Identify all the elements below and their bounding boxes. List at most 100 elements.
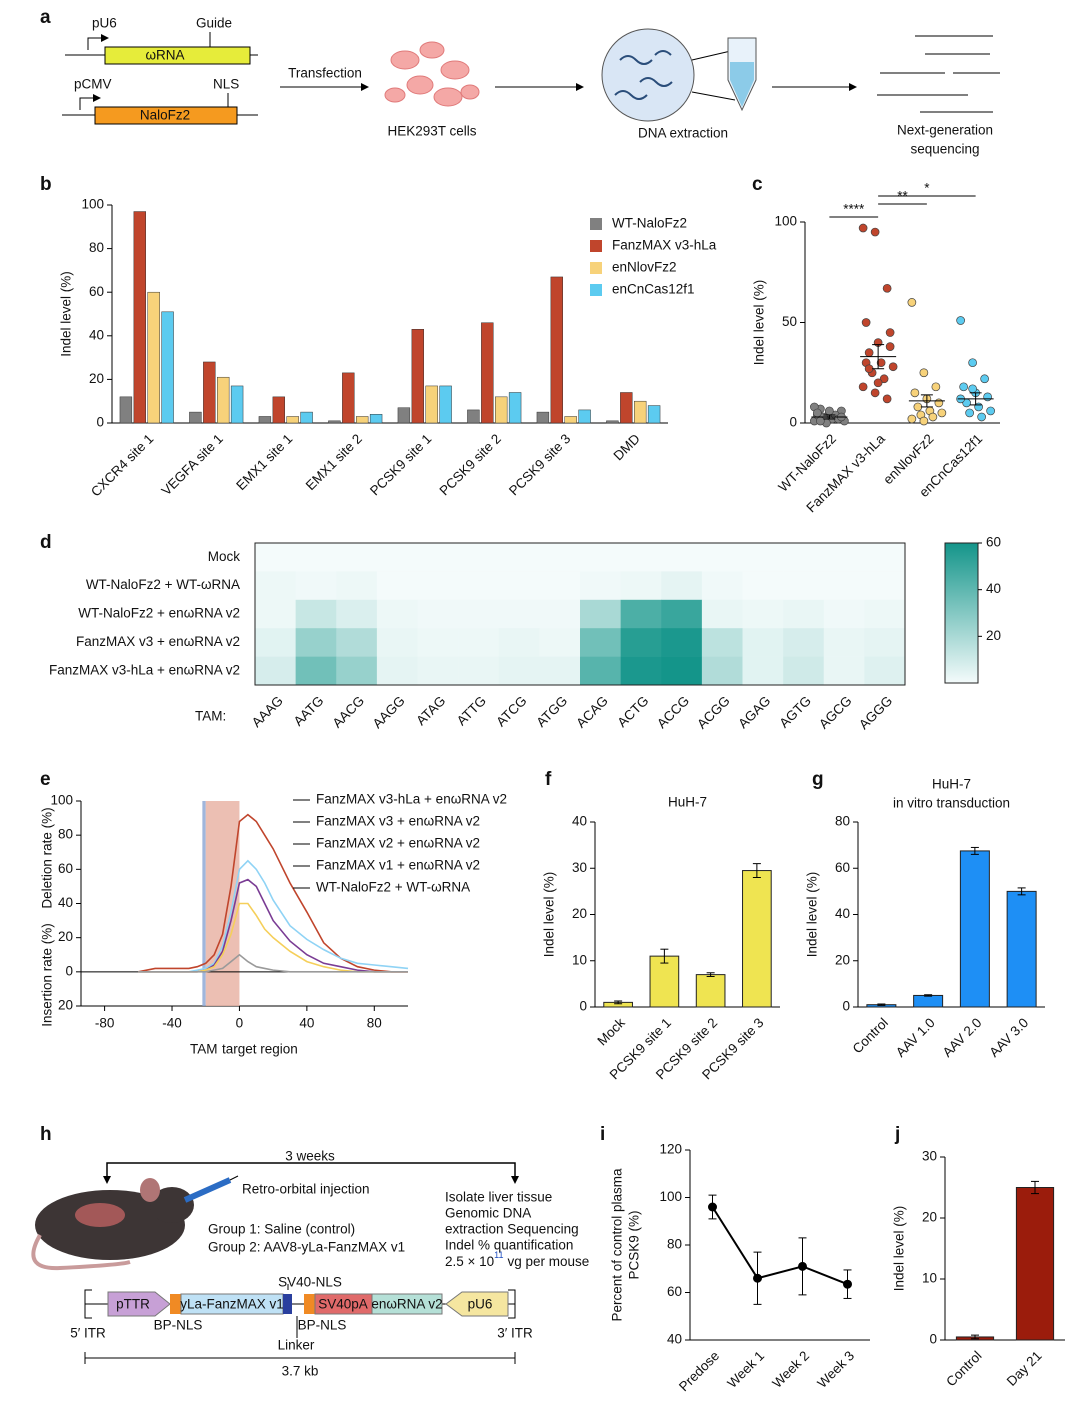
heat-cell (701, 656, 743, 686)
dna-circle (601, 28, 695, 122)
column-label: ATAG (413, 693, 448, 728)
heat-cell (336, 599, 378, 629)
y-tick-label: 100 (774, 214, 797, 229)
point (816, 416, 825, 426)
bar (425, 385, 438, 424)
y-tick-label: 20 (835, 952, 850, 967)
y-tick-label: 80 (835, 814, 850, 829)
bar (564, 416, 577, 424)
output: sequencing (910, 142, 979, 157)
heat-cell (417, 599, 459, 629)
legend-label: FanzMAX v3 + enωRNA v2 (316, 814, 480, 829)
y-tick-label: 20 (922, 1210, 937, 1225)
x-tick-label: PCSK9 site 1 (367, 431, 434, 498)
bar (959, 850, 990, 1008)
legend-swatch (590, 240, 602, 252)
y-axis-label: PCSK9 (%) (627, 1210, 642, 1279)
heat-cell (661, 571, 703, 601)
row-label: Mock (208, 549, 241, 564)
legend-label: enNlovFz2 (612, 260, 677, 275)
point (885, 328, 895, 337)
panel-a: a pU6 Guide ωRNA pCMV NLS NaloFz2 Transf… (40, 7, 1000, 157)
region-label: target region (222, 1042, 298, 1057)
heat-cell (417, 656, 459, 686)
heat-cell (864, 571, 906, 601)
column-label: AACG (330, 693, 368, 731)
bar (439, 385, 452, 424)
step: Isolate liver tissue (445, 1190, 552, 1205)
length: 3.7 kb (282, 1364, 319, 1379)
step: Genomic DNA (445, 1206, 531, 1221)
point (843, 1279, 852, 1289)
bar (606, 420, 619, 424)
heat-cell (620, 543, 662, 572)
column-label: ATTG (454, 693, 489, 728)
bar (356, 416, 369, 424)
heat-cell (661, 599, 703, 629)
gene-box (94, 106, 238, 125)
bar (189, 411, 202, 424)
heat-cell (864, 628, 906, 657)
panel-letter: a (40, 7, 51, 28)
heat-cell (376, 571, 418, 601)
legend-label: FanzMAX v3-hLa + enωRNA v2 (316, 792, 507, 807)
heat-cell (458, 628, 500, 657)
point (753, 1273, 762, 1283)
point (934, 398, 944, 408)
heat-cell (783, 543, 825, 572)
heat-cell (255, 599, 296, 629)
y-tick-label: 0 (579, 999, 587, 1014)
point (708, 1202, 717, 1212)
column-label: ATCG (493, 693, 529, 729)
point (919, 368, 929, 378)
y-axis-label: Indel level (%) (892, 1206, 907, 1292)
bar (578, 409, 591, 424)
y-tick-label: 100 (659, 1189, 682, 1204)
heat-cell (580, 543, 621, 572)
column-label: ACCG (654, 693, 692, 731)
column-label: AAAG (249, 693, 286, 730)
heat-cell (701, 599, 743, 629)
column-label: ATGG (533, 693, 570, 730)
panel-letter: b (40, 174, 52, 195)
point (910, 388, 920, 398)
region-label: TAM (190, 1042, 218, 1057)
heat-cell (539, 656, 581, 686)
significance: **** (843, 202, 865, 217)
heat-cell (498, 628, 540, 657)
tag: NLS (213, 77, 239, 92)
bar (258, 416, 272, 424)
point (879, 374, 889, 384)
panel-letter: d (40, 532, 52, 553)
legend-label: WT-NaloFz2 (612, 216, 687, 231)
x-tick-label: Control (850, 1015, 891, 1056)
x-tick-label: Week 3 (814, 1348, 857, 1391)
heat-cell (458, 571, 500, 601)
group: Group 2: AAV8-yLa-FanzMAX v1 (208, 1240, 405, 1255)
panel-letter: c (752, 174, 763, 195)
point (798, 1261, 807, 1271)
heat-cell (295, 543, 337, 572)
heat-cell (376, 599, 418, 629)
bar (300, 411, 313, 424)
x-tick-label: -40 (162, 1016, 182, 1031)
bar (467, 409, 480, 424)
heat-cell (661, 628, 703, 657)
point (959, 382, 968, 392)
y-tick-label: 0 (789, 415, 797, 430)
column-label: AGCG (816, 693, 855, 732)
element: enωRNA v2 (371, 1297, 442, 1312)
heat-cell (783, 599, 825, 629)
point (928, 412, 938, 422)
row-label: FanzMAX v3 + enωRNA v2 (76, 634, 240, 649)
row-label: FanzMAX v3-hLa + enωRNA v2 (49, 662, 240, 677)
y-tick-label: 30 (572, 860, 587, 875)
bar (119, 396, 133, 424)
heat-cell (255, 628, 296, 657)
line (138, 813, 408, 973)
bar (481, 322, 494, 424)
colorbar-label: 40 (986, 581, 1001, 596)
heat-cell (742, 543, 784, 572)
element: SV40pA (318, 1297, 368, 1312)
line (138, 902, 408, 973)
